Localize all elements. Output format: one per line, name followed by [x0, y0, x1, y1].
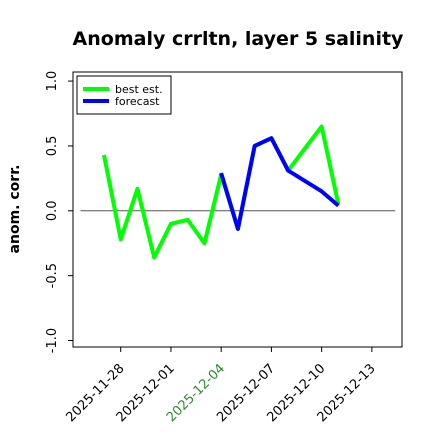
- legend: best est. forecast: [76, 75, 172, 115]
- y-axis-ticks: -1.0 -0.5 0.0 0.5 1.0: [45, 71, 73, 353]
- legend-box: [76, 75, 172, 115]
- series-line-forecast: [219, 136, 340, 231]
- legend-label-best-est: best est.: [115, 83, 163, 96]
- y-axis-label: anom. corr.: [7, 165, 23, 254]
- series-lines: [102, 124, 341, 260]
- y-tick-label: -0.5: [45, 263, 60, 288]
- chart-title: Anomaly crrltn, layer 5 salinity: [73, 28, 404, 50]
- y-tick-label: 1.0: [45, 71, 60, 92]
- plot-frame: [72, 71, 403, 348]
- y-tick-label: 0.5: [45, 136, 60, 157]
- y-tick-label: 0.0: [45, 200, 60, 221]
- legend-label-forecast: forecast: [115, 95, 160, 108]
- y-tick-label: -1.0: [45, 328, 60, 353]
- x-axis-ticks: 2025-11-282025-12-012025-12-042025-12-07…: [64, 347, 379, 425]
